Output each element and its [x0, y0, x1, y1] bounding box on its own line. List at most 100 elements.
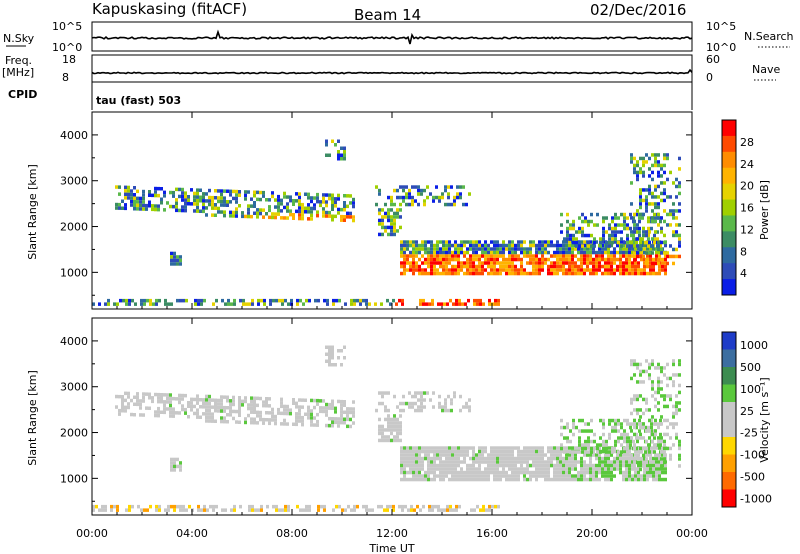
- heatmap-cell: [619, 257, 622, 262]
- heatmap-cell: [349, 201, 352, 205]
- heatmap-cell: [502, 268, 505, 272]
- heatmap-cell: [154, 410, 157, 414]
- heatmap-cell: [672, 359, 675, 363]
- heatmap-cell: [499, 250, 502, 255]
- heatmap-cell: [517, 474, 520, 478]
- heatmap-cell: [574, 467, 577, 471]
- heatmap-cell: [384, 438, 387, 443]
- heatmap-cell: [295, 192, 298, 196]
- heatmap-cell: [640, 474, 643, 478]
- heatmap-cell: [176, 298, 179, 303]
- heatmap-cell: [139, 207, 142, 211]
- heatmap-cell: [356, 504, 359, 509]
- heatmap-cell: [235, 189, 238, 194]
- heatmap-cell: [390, 232, 393, 237]
- heatmap-cell: [633, 156, 636, 161]
- heatmap-cell: [484, 460, 487, 464]
- heatmap-cell: [581, 443, 584, 447]
- heatmap-cell: [572, 223, 575, 227]
- heatmap-cell: [280, 209, 283, 213]
- heatmap-cell: [484, 474, 487, 478]
- heatmap-cell: [454, 474, 457, 478]
- heatmap-cell: [127, 192, 130, 197]
- heatmap-cell: [378, 391, 381, 395]
- heatmap-cell: [271, 191, 274, 195]
- heatmap-cell: [508, 250, 511, 255]
- heatmap-cell: [505, 463, 508, 468]
- heatmap-cell: [432, 199, 435, 203]
- heatmap-cell: [430, 446, 433, 450]
- heatmap-cell: [559, 456, 562, 461]
- heatmap-cell: [505, 453, 508, 457]
- heatmap-cell: [560, 432, 563, 437]
- heatmap-cell: [645, 258, 648, 262]
- heatmap-cell: [638, 418, 641, 423]
- heatmap-cell: [484, 257, 487, 262]
- heatmap-cell: [607, 271, 610, 276]
- heatmap-cell: [292, 398, 295, 402]
- heatmap-cell: [675, 394, 678, 398]
- heatmap-cell: [520, 467, 523, 471]
- heatmap-cell: [173, 468, 176, 472]
- heatmap-cell: [424, 271, 427, 276]
- heatmap-cell: [155, 302, 158, 306]
- heatmap-cell: [173, 255, 176, 259]
- heatmap-cell: [544, 261, 547, 265]
- heatmap-cell: [529, 257, 532, 262]
- heatmap-cell: [450, 408, 453, 413]
- heatmap-cell: [663, 453, 666, 458]
- heatmap-cell: [334, 200, 337, 205]
- heatmap-cell: [459, 185, 462, 189]
- heatmap-cell: [553, 456, 556, 461]
- heatmap-cell: [424, 449, 427, 454]
- heatmap-cell: [535, 470, 538, 475]
- heatmap-cell: [445, 268, 448, 272]
- heatmap-cell: [314, 298, 317, 303]
- heatmap-cell: [601, 264, 604, 269]
- heatmap-cell: [260, 298, 263, 303]
- heatmap-cell: [639, 198, 642, 203]
- heatmap-cell: [387, 211, 390, 216]
- heatmap-cell: [262, 215, 265, 219]
- heatmap-cell: [178, 393, 181, 398]
- heatmap-cell: [445, 264, 448, 269]
- heatmap-cell: [678, 209, 681, 213]
- heatmap-cell: [565, 456, 568, 461]
- heatmap-cell: [232, 395, 235, 400]
- heatmap-cell: [660, 457, 663, 461]
- heatmap-cell: [663, 439, 666, 444]
- heatmap-cell: [176, 262, 179, 266]
- heatmap-cell: [636, 163, 639, 168]
- heatmap-cell: [466, 257, 469, 262]
- colorbar-segment: [722, 349, 736, 368]
- heatmap-cell: [559, 470, 562, 475]
- heatmap-cell: [559, 261, 562, 265]
- heatmap-cell: [404, 504, 407, 509]
- heatmap-cell: [574, 261, 577, 265]
- heatmap-cell: [325, 210, 328, 215]
- heatmap-cell: [107, 302, 110, 306]
- heatmap-cell: [365, 508, 368, 512]
- heatmap-cell: [642, 230, 645, 234]
- heatmap-cell: [406, 460, 409, 464]
- heatmap-cell: [656, 237, 659, 241]
- heatmap-cell: [481, 474, 484, 478]
- heatmap-cell: [247, 204, 250, 208]
- heatmap-cell: [399, 215, 402, 219]
- heatmap-cell: [173, 251, 176, 256]
- heatmap-cell: [119, 298, 122, 303]
- heatmap-cell: [124, 206, 127, 211]
- heatmap-cell: [262, 194, 265, 198]
- heatmap-cell: [541, 453, 544, 457]
- heatmap-cell: [337, 417, 340, 421]
- heatmap-cell: [638, 429, 641, 433]
- heatmap-cell: [583, 240, 586, 244]
- heatmap-cell: [569, 226, 572, 231]
- heatmap-cell: [442, 453, 445, 457]
- heatmap-cell: [487, 463, 490, 468]
- heatmap-cell: [448, 243, 451, 248]
- heatmap-cell: [526, 254, 529, 258]
- heatmap-cell: [565, 446, 568, 450]
- heatmap-cell: [655, 456, 658, 461]
- heatmap-cell: [200, 298, 203, 303]
